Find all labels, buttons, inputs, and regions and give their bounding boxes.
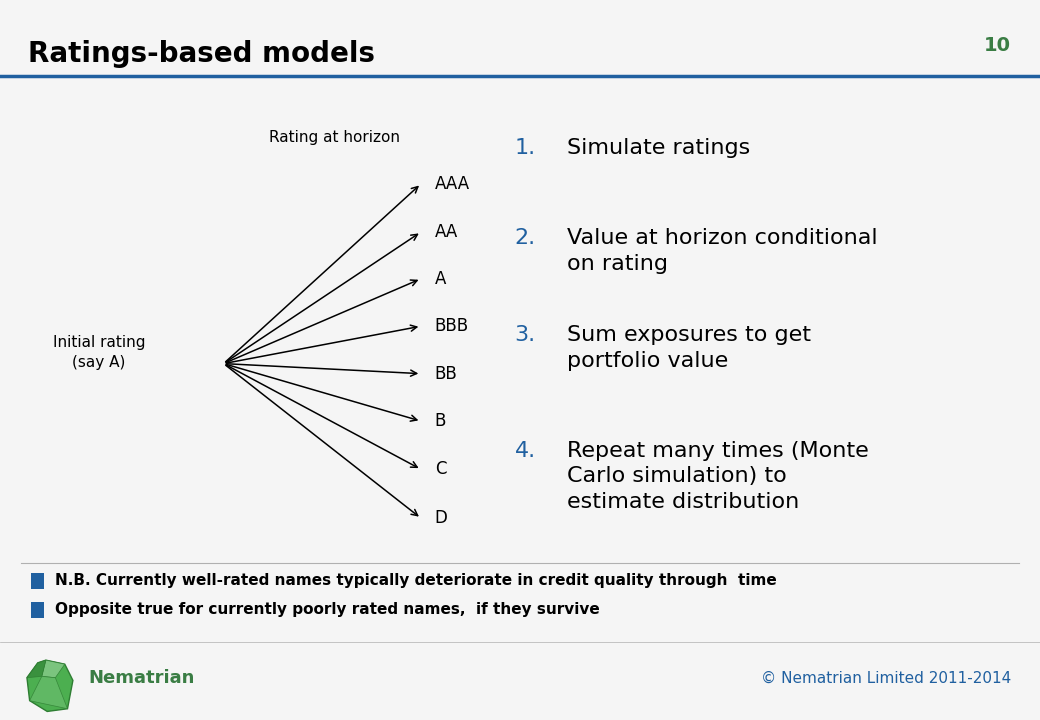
Text: 10: 10 (984, 36, 1011, 55)
Polygon shape (42, 660, 64, 678)
Text: Repeat many times (Monte
Carlo simulation) to
estimate distribution: Repeat many times (Monte Carlo simulatio… (567, 441, 868, 512)
Text: 2.: 2. (515, 228, 536, 248)
Polygon shape (27, 660, 46, 678)
Text: Ratings-based models: Ratings-based models (28, 40, 375, 68)
Text: A: A (435, 269, 446, 287)
Text: 4.: 4. (515, 441, 536, 461)
Text: 1.: 1. (515, 138, 536, 158)
Polygon shape (29, 676, 68, 708)
Text: Opposite true for currently poorly rated names,  if they survive: Opposite true for currently poorly rated… (55, 602, 600, 616)
Text: Rating at horizon: Rating at horizon (269, 130, 400, 145)
Text: Simulate ratings: Simulate ratings (567, 138, 750, 158)
FancyBboxPatch shape (31, 573, 44, 589)
Text: D: D (435, 510, 447, 527)
Text: B: B (435, 412, 446, 430)
Text: C: C (435, 461, 446, 479)
Text: BBB: BBB (435, 317, 469, 335)
Text: Initial rating
(say A): Initial rating (say A) (53, 336, 145, 370)
Text: Value at horizon conditional
on rating: Value at horizon conditional on rating (567, 228, 878, 274)
Text: AAA: AAA (435, 175, 470, 192)
Text: Nematrian: Nematrian (88, 670, 194, 687)
Text: 3.: 3. (515, 325, 536, 346)
Text: AA: AA (435, 222, 458, 240)
Text: BB: BB (435, 364, 458, 383)
Text: Sum exposures to get
portfolio value: Sum exposures to get portfolio value (567, 325, 811, 371)
Text: N.B. Currently well-rated names typically deteriorate in credit quality through : N.B. Currently well-rated names typicall… (55, 573, 777, 588)
FancyBboxPatch shape (31, 602, 44, 618)
Text: © Nematrian Limited 2011-2014: © Nematrian Limited 2011-2014 (760, 671, 1011, 685)
Polygon shape (27, 660, 73, 711)
